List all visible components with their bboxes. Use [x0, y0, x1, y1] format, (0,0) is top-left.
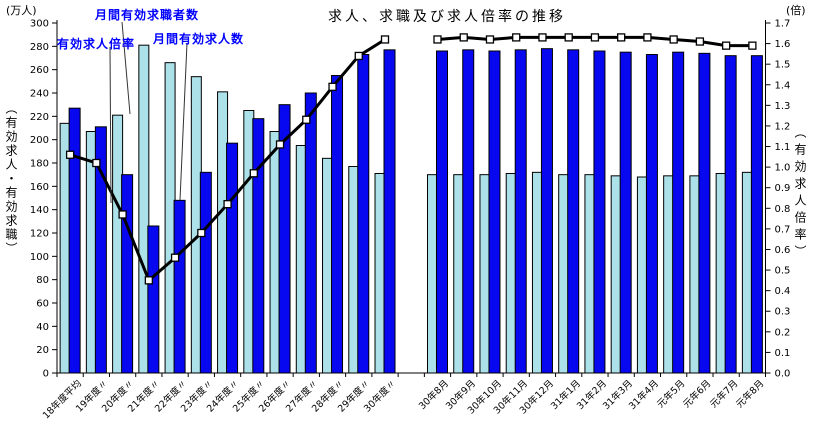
ratio-marker	[617, 33, 626, 42]
bar-offers	[462, 49, 475, 374]
bar-offers	[540, 48, 553, 374]
right-axis-title: （有効求人倍率）	[793, 126, 807, 262]
ratio-marker	[748, 41, 757, 50]
seekers-leader-line	[121, 21, 131, 115]
ratio-marker	[695, 37, 705, 46]
legend-ratio-label: 有効求人倍率	[57, 37, 136, 51]
bar-offers	[147, 225, 160, 374]
ratio-marker	[590, 33, 600, 42]
right-tick-label: 0.3	[775, 307, 791, 318]
ratio-marker	[485, 35, 495, 44]
ratio-marker	[92, 158, 101, 168]
left-tick-label: 220	[30, 112, 49, 123]
right-tick-label: 0.5	[775, 266, 791, 277]
left-tick-label: 40	[36, 322, 49, 333]
ratio-marker	[512, 33, 521, 42]
bar-offers	[173, 199, 186, 374]
bar-offers	[252, 118, 265, 374]
ratio-marker	[354, 51, 363, 61]
bar-offers	[724, 55, 737, 374]
bar-offers	[383, 49, 396, 374]
right-tick-label: 0.6	[775, 245, 791, 256]
ratio-marker	[328, 82, 337, 91]
bar-offers	[567, 49, 580, 374]
left-tick-label: 60	[36, 299, 49, 310]
right-tick-label: 0.2	[775, 327, 791, 338]
bar-offers	[514, 49, 527, 374]
bar-offers	[357, 54, 370, 374]
bar-offers	[593, 50, 606, 374]
bar-offers	[488, 50, 501, 374]
left-tick-label: 240	[30, 89, 49, 100]
left-tick-label: 260	[30, 65, 49, 76]
ratio-marker	[380, 35, 390, 44]
right-axis-unit: (倍)	[786, 4, 806, 17]
ratio-marker	[223, 200, 232, 209]
left-axis-unit: (万人)	[6, 4, 37, 17]
bar-offers	[619, 51, 632, 374]
ratio-marker	[459, 33, 468, 42]
ratio-leader-line	[109, 46, 112, 204]
bar-offers	[226, 142, 239, 374]
legend-offers-label: 月間有効求人数	[153, 32, 245, 46]
bar-offers	[199, 171, 212, 374]
right-tick-label: 1.3	[775, 101, 791, 112]
ratio-marker	[538, 33, 547, 42]
ratio-marker	[170, 253, 180, 262]
ratio-marker	[65, 150, 75, 159]
ratio-marker	[275, 140, 285, 149]
legend-seekers-label: 月間有効求職者数	[95, 8, 200, 22]
right-tick-label: 0.0	[775, 369, 791, 380]
right-tick-label: 1.7	[775, 19, 791, 30]
right-tick-label: 0.9	[775, 183, 791, 194]
right-tick-label: 0.8	[775, 204, 791, 215]
ratio-marker	[144, 276, 153, 285]
ratio-marker	[249, 169, 258, 178]
left-tick-label: 160	[30, 182, 49, 193]
left-tick-label: 300	[30, 19, 49, 30]
bar-offers	[121, 174, 134, 374]
bar-offers	[645, 54, 658, 374]
ratio-marker	[118, 210, 127, 219]
left-tick-label: 120	[30, 229, 49, 240]
left-tick-label: 0	[43, 369, 49, 380]
right-tick-label: 1.6	[775, 39, 791, 50]
bar-offers	[331, 75, 344, 374]
left-axis-title: （有効求人・有効求職）	[4, 102, 18, 256]
bar-offers	[672, 51, 685, 374]
bar-offers	[698, 52, 711, 374]
left-tick-label: 100	[30, 252, 49, 263]
ratio-marker	[433, 35, 442, 44]
chart-title: 求人、求職及び求人倍率の推移	[328, 9, 566, 25]
right-tick-label: 1.2	[775, 121, 791, 132]
left-tick-label: 80	[36, 275, 49, 286]
left-tick-label: 20	[36, 345, 49, 356]
right-tick-label: 1.0	[775, 163, 791, 174]
ratio-marker	[721, 41, 731, 50]
bar-offers	[750, 55, 763, 374]
right-tick-label: 1.1	[775, 142, 791, 153]
left-tick-label: 200	[30, 135, 49, 146]
ratio-marker	[564, 33, 573, 42]
ratio-marker	[302, 115, 311, 124]
right-tick-label: 1.5	[775, 60, 791, 71]
bar-offers	[68, 107, 81, 374]
right-tick-label: 1.4	[775, 80, 791, 91]
ratio-marker	[197, 228, 206, 238]
ratio-marker	[669, 35, 678, 44]
right-tick-label: 0.7	[775, 224, 791, 235]
left-tick-label: 280	[30, 42, 49, 53]
right-tick-label: 0.4	[775, 286, 791, 297]
right-tick-label: 0.1	[775, 348, 791, 359]
bar-offers	[304, 92, 317, 374]
left-tick-label: 180	[30, 159, 49, 170]
offers-leader-line	[179, 42, 188, 201]
left-tick-label: 140	[30, 205, 49, 216]
ratio-marker	[643, 33, 652, 42]
bar-offers	[435, 50, 448, 374]
